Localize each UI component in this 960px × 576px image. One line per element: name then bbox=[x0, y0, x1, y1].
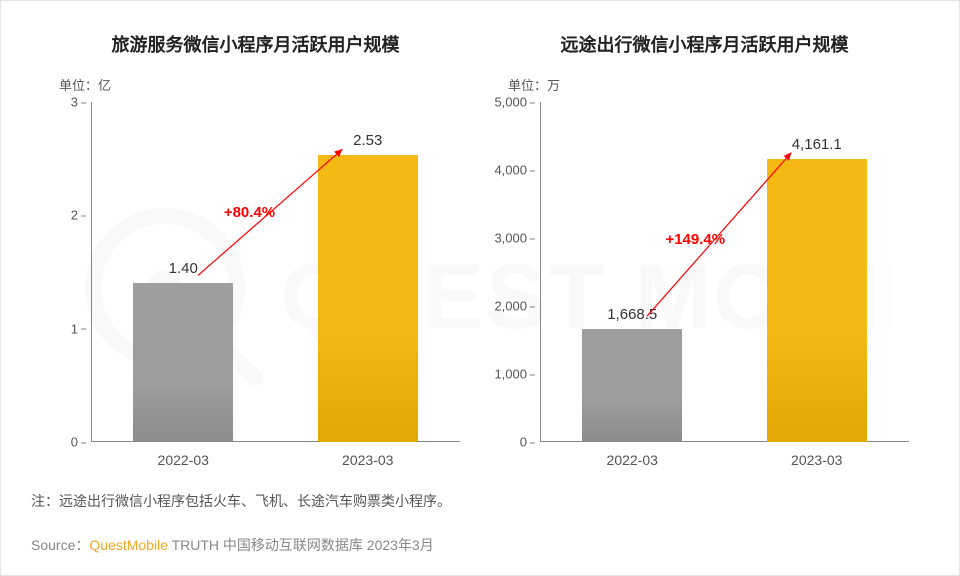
ytick: 0 bbox=[71, 435, 78, 450]
left-growth-label: +80.4% bbox=[224, 204, 275, 221]
ytick: 1,000 bbox=[494, 367, 527, 382]
xlabel: 2023-03 bbox=[287, 452, 449, 468]
footnote: 注：远途出行微信小程序包括火车、飞机、长途汽车购票类小程序。 bbox=[31, 491, 929, 511]
right-chart-plot: 0 1,000 2,000 3,000 4,000 5,000 1,668.5 … bbox=[540, 102, 909, 442]
right-chart-unit: 单位：万 bbox=[508, 75, 929, 94]
ytick: 0 bbox=[520, 435, 527, 450]
left-y-axis: 0 1 2 3 bbox=[31, 102, 86, 442]
left-chart-unit: 单位：亿 bbox=[59, 75, 480, 94]
ytick: 2,000 bbox=[494, 299, 527, 314]
source-line: Source：QuestMobile TRUTH 中国移动互联网数据库 2023… bbox=[31, 535, 929, 555]
ytick: 4,000 bbox=[494, 163, 527, 178]
source-prefix: Source： bbox=[31, 537, 89, 553]
left-x-labels: 2022-03 2023-03 bbox=[91, 452, 460, 468]
charts-row: 旅游服务微信小程序月活跃用户规模 单位：亿 0 1 2 3 1.40 2.53 bbox=[1, 1, 959, 468]
left-chart-plot: 0 1 2 3 1.40 2.53 +80.4% bbox=[91, 102, 460, 442]
ytick: 5,000 bbox=[494, 95, 527, 110]
right-bar-1: 4,161.1 bbox=[736, 136, 898, 442]
source-brand: QuestMobile bbox=[89, 537, 168, 553]
left-chart-panel: 旅游服务微信小程序月活跃用户规模 单位：亿 0 1 2 3 1.40 2.53 bbox=[31, 31, 480, 468]
ytick: 3 bbox=[71, 95, 78, 110]
bar-rect bbox=[582, 329, 682, 442]
footer: 注：远途出行微信小程序包括火车、飞机、长途汽车购票类小程序。 Source：Qu… bbox=[31, 491, 929, 555]
bar-rect bbox=[133, 283, 233, 442]
bar-value-label: 4,161.1 bbox=[792, 136, 842, 153]
right-chart-panel: 远途出行微信小程序月活跃用户规模 单位：万 0 1,000 2,000 3,00… bbox=[480, 31, 929, 468]
ytick: 1 bbox=[71, 321, 78, 336]
xlabel: 2022-03 bbox=[102, 452, 264, 468]
ytick: 3,000 bbox=[494, 231, 527, 246]
bar-value-label: 1,668.5 bbox=[607, 306, 657, 323]
xlabel: 2022-03 bbox=[551, 452, 713, 468]
bar-rect bbox=[318, 155, 418, 442]
right-bars: 1,668.5 4,161.1 bbox=[540, 102, 909, 442]
xlabel: 2023-03 bbox=[736, 452, 898, 468]
bar-value-label: 1.40 bbox=[169, 260, 198, 277]
bar-rect bbox=[767, 159, 867, 442]
right-chart-title: 远途出行微信小程序月活跃用户规模 bbox=[480, 31, 929, 57]
right-bar-0: 1,668.5 bbox=[551, 306, 713, 442]
right-y-axis: 0 1,000 2,000 3,000 4,000 5,000 bbox=[480, 102, 535, 442]
source-rest: TRUTH 中国移动互联网数据库 2023年3月 bbox=[168, 537, 434, 553]
left-chart-title: 旅游服务微信小程序月活跃用户规模 bbox=[31, 31, 480, 57]
right-x-labels: 2022-03 2023-03 bbox=[540, 452, 909, 468]
left-bars: 1.40 2.53 bbox=[91, 102, 460, 442]
left-bar-1: 2.53 bbox=[287, 132, 449, 442]
right-growth-label: +149.4% bbox=[665, 231, 725, 248]
ytick: 2 bbox=[71, 208, 78, 223]
left-bar-0: 1.40 bbox=[102, 260, 264, 442]
bar-value-label: 2.53 bbox=[353, 132, 382, 149]
